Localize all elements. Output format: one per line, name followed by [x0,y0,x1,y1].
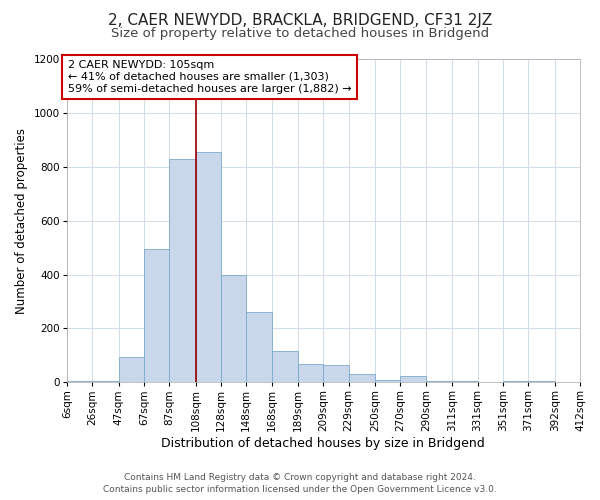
Bar [221,274,246,382]
Bar [400,376,426,382]
Bar [426,381,452,382]
Bar [169,158,196,382]
Bar [196,152,221,382]
Bar [349,374,375,382]
Bar [246,312,272,382]
Text: 2 CAER NEWYDD: 105sqm
← 41% of detached houses are smaller (1,303)
59% of semi-d: 2 CAER NEWYDD: 105sqm ← 41% of detached … [68,60,352,94]
Bar [144,249,169,382]
Bar [92,381,119,382]
Text: 2, CAER NEWYDD, BRACKLA, BRIDGEND, CF31 2JZ: 2, CAER NEWYDD, BRACKLA, BRIDGEND, CF31 … [108,12,492,28]
X-axis label: Distribution of detached houses by size in Bridgend: Distribution of detached houses by size … [161,437,485,450]
Bar [298,364,323,382]
Bar [323,365,349,382]
Bar [67,381,92,382]
Bar [272,352,298,382]
Bar [119,357,144,382]
Text: Contains HM Land Registry data © Crown copyright and database right 2024.
Contai: Contains HM Land Registry data © Crown c… [103,472,497,494]
Text: Size of property relative to detached houses in Bridgend: Size of property relative to detached ho… [111,28,489,40]
Bar [528,381,555,382]
Bar [452,381,478,382]
Bar [503,381,528,382]
Bar [375,380,400,382]
Y-axis label: Number of detached properties: Number of detached properties [15,128,28,314]
